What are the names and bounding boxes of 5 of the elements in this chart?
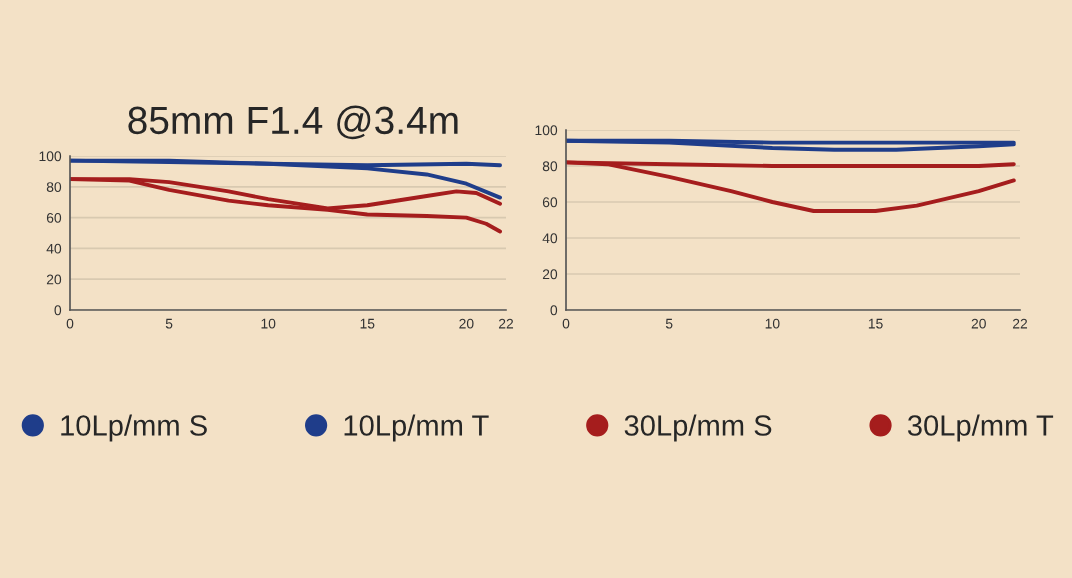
legend-label: 30Lp/mm S [624, 414, 772, 442]
legend-label: 10Lp/mm T [344, 414, 489, 442]
legend-label: 30Lp/mm T [907, 414, 1054, 442]
legend-label: 10Lp/mm S [61, 414, 207, 442]
chart-title: 85mm F1.4 @3.4m [128, 105, 458, 140]
